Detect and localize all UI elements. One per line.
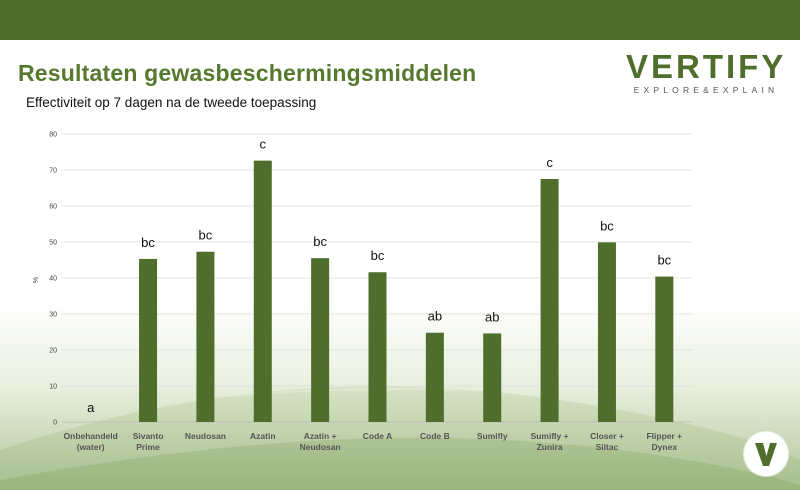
header-bar: [0, 0, 800, 40]
y-tick-label: 60: [49, 204, 57, 211]
x-category-label: Closer + Siltac: [590, 431, 624, 452]
significance-label: c: [260, 137, 267, 152]
significance-label: c: [546, 155, 553, 170]
x-category-label: Code B: [420, 431, 450, 441]
vertify-logo: VERTIFY EXPLORE&EXPLAIN: [626, 50, 786, 100]
bar: [311, 258, 330, 422]
bar: [655, 276, 674, 422]
significance-label: bc: [657, 253, 671, 268]
bar: [597, 242, 616, 422]
significance-label: a: [87, 400, 95, 415]
y-axis-title: %: [33, 277, 40, 283]
x-category-label: Code A: [363, 431, 392, 441]
bar: [425, 332, 444, 422]
x-category-label: Sumifly: [477, 431, 508, 441]
v-logo-badge: [744, 432, 788, 476]
significance-label: ab: [485, 309, 499, 324]
x-category-label: Onbehandeld (water): [64, 431, 118, 452]
slide-title: Resultaten gewasbeschermingsmiddelen: [18, 60, 477, 86]
x-category-label: Sumifly + Zunira: [531, 431, 569, 452]
y-tick-label: 20: [49, 348, 57, 355]
y-tick-label: 80: [49, 132, 57, 139]
bar: [139, 258, 158, 422]
x-category-label: Flipper + Dynex: [646, 431, 682, 452]
significance-label: bc: [199, 228, 213, 243]
bar: [483, 333, 502, 422]
x-category-label: Azatin: [250, 431, 276, 441]
significance-label: bc: [313, 234, 327, 249]
bar: [368, 272, 387, 422]
y-tick-label: 0: [53, 420, 57, 427]
y-tick-label: 10: [49, 384, 57, 391]
significance-label: bc: [141, 235, 155, 250]
significance-label: bc: [371, 248, 385, 263]
logo-wordmark: VERTIFY: [626, 48, 787, 85]
bar: [196, 251, 215, 422]
y-tick-label: 70: [49, 168, 57, 175]
bar: [540, 179, 559, 422]
logo-tagline: EXPLORE&EXPLAIN: [633, 85, 779, 95]
significance-label: bc: [600, 218, 614, 233]
x-category-label: Neudosan: [185, 431, 226, 441]
slide-subtitle: Effectiviteit op 7 dagen na de tweede to…: [26, 95, 317, 110]
x-category-label: Azatin + Neudosan: [300, 431, 341, 452]
significance-label: ab: [428, 309, 442, 324]
y-tick-label: 30: [49, 312, 57, 319]
bar: [253, 160, 272, 422]
y-tick-label: 50: [49, 240, 57, 247]
y-tick-label: 40: [49, 276, 57, 283]
x-category-label: Sivanto Prime: [133, 431, 164, 452]
v-logo-icon: [755, 443, 777, 466]
